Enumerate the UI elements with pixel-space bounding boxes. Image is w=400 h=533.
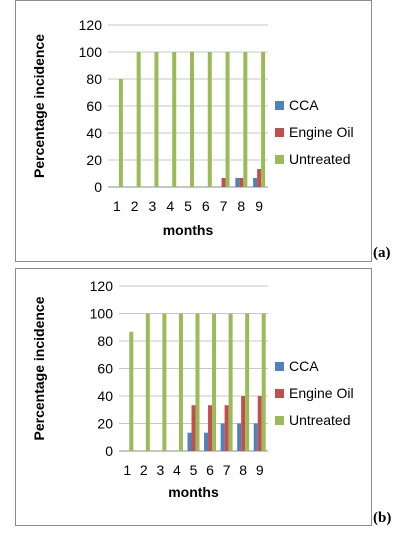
bar-untreated	[225, 52, 230, 187]
legend-swatch	[275, 155, 284, 164]
bar-untreated	[136, 52, 141, 187]
bar-untreated	[228, 313, 233, 451]
bar-untreated	[245, 313, 250, 451]
bar-untreated	[243, 52, 248, 187]
y-tick-label: 80	[86, 71, 102, 87]
x-tick-label: 9	[255, 198, 263, 214]
x-tick-label: 2	[131, 198, 139, 214]
bar-untreated	[178, 313, 183, 451]
legend-label: Untreated	[289, 412, 350, 428]
x-tick-label: 1	[113, 198, 121, 214]
y-tick-label: 40	[86, 125, 102, 141]
y-tick-label: 60	[97, 361, 113, 377]
panel-label-a: (a)	[373, 245, 391, 261]
x-tick-label: 4	[173, 462, 181, 478]
legend-swatch	[275, 389, 284, 398]
chart-panel-a: 0 20 40 60 80 100 120 1 2 3 4 5 6 7 8 9 months Percentage…	[15, 0, 372, 262]
x-tick-label: 5	[184, 198, 192, 214]
chart-panel-b: 0 20 40 60 80 100 120 1 2 3 4 5 6 7 8 9 months Percentage…	[15, 268, 372, 526]
y-tick-label: 40	[97, 388, 113, 404]
y-tick-label: 120	[90, 278, 114, 294]
bar-cca	[235, 177, 240, 187]
x-axis-title: months	[163, 222, 214, 238]
bar-engine-oil	[224, 405, 229, 451]
bar-untreated	[162, 313, 167, 451]
bar-cca	[237, 423, 242, 451]
bar-engine-oil	[257, 396, 262, 451]
bar-engine-oil	[257, 169, 262, 187]
legend-label: Untreated	[289, 151, 350, 167]
bar-cca	[220, 423, 225, 451]
legend-swatch	[275, 416, 284, 425]
x-tick-label: 8	[237, 198, 245, 214]
y-tick-label: 20	[86, 152, 102, 168]
bar-engine-oil	[221, 177, 226, 187]
x-tick-label: 6	[202, 198, 210, 214]
bar-untreated	[207, 52, 212, 187]
bar-untreated	[145, 313, 150, 451]
legend-label: Engine Oil	[289, 385, 354, 401]
chart-b-svg: 0 20 40 60 80 100 120 1 2 3 4 5 6 7 8 9 months Percentage…	[31, 278, 354, 500]
legend-swatch	[275, 101, 284, 110]
x-tick-label: 4	[166, 198, 174, 214]
bar-untreated	[190, 52, 194, 187]
x-tick-label: 7	[223, 462, 231, 478]
y-tick-label: 20	[97, 416, 113, 432]
legend-label: CCA	[289, 97, 319, 113]
y-axis-title: Percentage incidence	[31, 34, 47, 178]
y-tick-label: 0	[94, 179, 102, 195]
y-tick-label: 100	[79, 44, 103, 60]
bar-untreated	[212, 313, 217, 451]
bar-engine-oil	[239, 177, 244, 187]
x-tick-label: 3	[149, 198, 157, 214]
bar-cca	[253, 423, 258, 451]
bar-cca	[187, 432, 192, 451]
legend-swatch	[275, 362, 284, 371]
panel-label-b: (b)	[373, 510, 392, 526]
bar-untreated	[172, 52, 177, 187]
x-tick-label: 9	[256, 462, 264, 478]
legend-swatch	[275, 128, 284, 137]
bar-engine-oil	[191, 405, 196, 451]
bar-cca	[204, 432, 209, 451]
x-tick-label: 2	[140, 462, 148, 478]
bar-untreated	[261, 52, 266, 187]
legend-label: Engine Oil	[289, 124, 354, 140]
x-tick-label: 3	[156, 462, 164, 478]
x-tick-label: 6	[206, 462, 214, 478]
bar-engine-oil	[208, 405, 213, 451]
y-tick-label: 120	[79, 17, 103, 33]
chart-a-svg: 0 20 40 60 80 100 120 1 2 3 4 5 6 7 8 9 months Percentage…	[31, 17, 354, 238]
bar-untreated	[154, 52, 159, 187]
y-tick-label: 100	[90, 306, 114, 322]
x-tick-label: 1	[123, 462, 131, 478]
x-tick-label: 8	[239, 462, 247, 478]
bar-engine-oil	[241, 396, 246, 451]
y-tick-label: 60	[86, 98, 102, 114]
x-axis-title: months	[168, 484, 219, 500]
bar-cca	[253, 177, 258, 187]
x-tick-label: 5	[190, 462, 198, 478]
bar-untreated	[195, 313, 200, 451]
y-tick-label: 80	[97, 333, 113, 349]
legend-label: CCA	[289, 358, 319, 374]
bar-untreated	[261, 313, 266, 451]
y-axis-title: Percentage incidence	[31, 296, 47, 440]
x-tick-label: 7	[220, 198, 228, 214]
bar-untreated	[118, 79, 123, 187]
y-tick-label: 0	[105, 443, 113, 459]
bar-untreated	[129, 331, 134, 451]
